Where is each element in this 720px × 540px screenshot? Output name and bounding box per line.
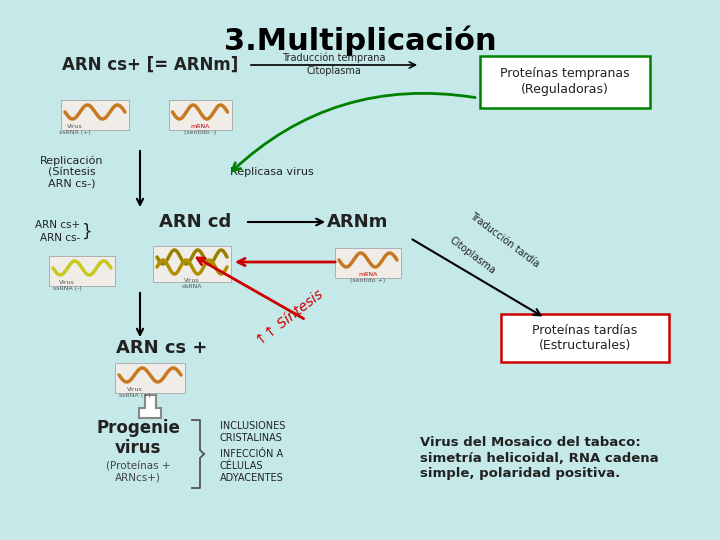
FancyBboxPatch shape [168,100,232,130]
Text: (sentido -): (sentido -) [184,130,216,135]
Text: Virus
ssRNA (-): Virus ssRNA (-) [53,280,81,291]
Text: (Proteínas +
ARNcs+): (Proteínas + ARNcs+) [106,461,170,483]
Text: (sentido +): (sentido +) [351,278,386,283]
Text: Proteínas tardías: Proteínas tardías [532,323,638,336]
Text: Replicasa virus: Replicasa virus [230,167,314,177]
FancyBboxPatch shape [501,314,669,362]
Text: }: } [82,222,93,240]
Text: Virus
dsRNA: Virus dsRNA [181,278,202,289]
Text: ARN cs-: ARN cs- [40,233,80,243]
Text: Virus: Virus [67,124,83,129]
Text: (Reguladoras): (Reguladoras) [521,84,609,97]
Text: (Estructurales): (Estructurales) [539,340,631,353]
Text: 3.Multiplicación: 3.Multiplicación [224,25,496,56]
Text: INFECCIÓN A
CÉLULAS
ADYACENTES: INFECCIÓN A CÉLULAS ADYACENTES [220,449,284,483]
Text: ARN cd: ARN cd [159,213,231,231]
FancyBboxPatch shape [61,100,129,130]
Text: mRNA: mRNA [359,272,378,277]
Text: Replicación
(Síntesis
ARN cs-): Replicación (Síntesis ARN cs-) [40,155,104,189]
Text: Virus
ssRNA (+): Virus ssRNA (+) [119,387,151,398]
Text: mRNA: mRNA [190,124,210,129]
Text: Proteínas tempranas: Proteínas tempranas [500,68,630,80]
FancyBboxPatch shape [335,248,401,278]
Text: Virus del Mosaico del tabaco:
simetría helicoidal, RNA cadena
simple, polaridad : Virus del Mosaico del tabaco: simetría h… [420,436,659,480]
Text: Traducción temprana: Traducción temprana [282,53,386,63]
Text: ARN cs+: ARN cs+ [35,220,80,230]
FancyBboxPatch shape [480,56,650,108]
Text: ARN cs+ [= ARNm]: ARN cs+ [= ARNm] [62,56,238,74]
Text: ARN cs +: ARN cs + [117,339,207,357]
Text: Citoplasma: Citoplasma [307,66,361,76]
FancyBboxPatch shape [153,246,231,282]
Text: ARNm: ARNm [328,213,389,231]
Text: ↑↑ Síntesis: ↑↑ Síntesis [253,287,326,348]
FancyBboxPatch shape [49,256,115,286]
Text: Traducción tardía: Traducción tardía [468,211,541,269]
Text: Progenie
virus: Progenie virus [96,418,180,457]
Polygon shape [139,395,161,418]
Text: INCLUSIONES
CRISTALINAS: INCLUSIONES CRISTALINAS [220,421,285,443]
Text: ssRNA (+): ssRNA (+) [59,130,91,135]
Text: Citoplasma: Citoplasma [448,235,498,276]
FancyBboxPatch shape [115,363,185,393]
